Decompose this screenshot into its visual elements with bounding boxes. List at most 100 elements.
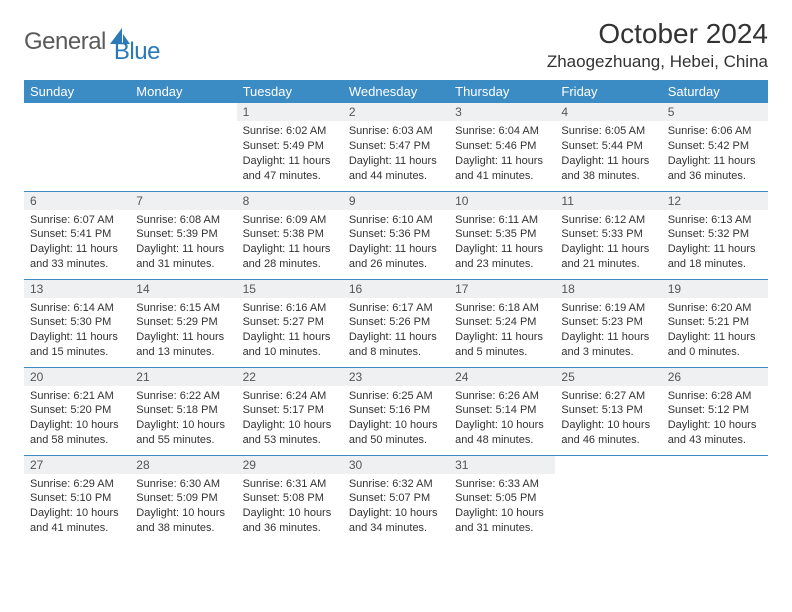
day-number: 23: [343, 368, 449, 386]
weekday-header: Wednesday: [343, 80, 449, 103]
day-content: Sunrise: 6:31 AMSunset: 5:08 PMDaylight:…: [237, 474, 343, 542]
day-number: 16: [343, 280, 449, 298]
day-cell: 8Sunrise: 6:09 AMSunset: 5:38 PMDaylight…: [237, 191, 343, 279]
day-cell: 21Sunrise: 6:22 AMSunset: 5:18 PMDayligh…: [130, 367, 236, 455]
day-content: Sunrise: 6:21 AMSunset: 5:20 PMDaylight:…: [24, 386, 130, 454]
day-number: 17: [449, 280, 555, 298]
day-content: Sunrise: 6:18 AMSunset: 5:24 PMDaylight:…: [449, 298, 555, 366]
day-cell: 7Sunrise: 6:08 AMSunset: 5:39 PMDaylight…: [130, 191, 236, 279]
day-number: 19: [662, 280, 768, 298]
header: General Blue October 2024 Zhaogezhuang, …: [24, 18, 768, 72]
day-content: Sunrise: 6:24 AMSunset: 5:17 PMDaylight:…: [237, 386, 343, 454]
calendar-body: 1Sunrise: 6:02 AMSunset: 5:49 PMDaylight…: [24, 103, 768, 543]
day-number: 12: [662, 192, 768, 210]
day-cell: 6Sunrise: 6:07 AMSunset: 5:41 PMDaylight…: [24, 191, 130, 279]
day-content: Sunrise: 6:15 AMSunset: 5:29 PMDaylight:…: [130, 298, 236, 366]
day-content: Sunrise: 6:20 AMSunset: 5:21 PMDaylight:…: [662, 298, 768, 366]
day-number: 22: [237, 368, 343, 386]
day-content: Sunrise: 6:27 AMSunset: 5:13 PMDaylight:…: [555, 386, 661, 454]
day-number: 9: [343, 192, 449, 210]
day-cell: 11Sunrise: 6:12 AMSunset: 5:33 PMDayligh…: [555, 191, 661, 279]
day-number: 4: [555, 103, 661, 121]
day-content: Sunrise: 6:33 AMSunset: 5:05 PMDaylight:…: [449, 474, 555, 542]
day-content: Sunrise: 6:22 AMSunset: 5:18 PMDaylight:…: [130, 386, 236, 454]
day-cell: 23Sunrise: 6:25 AMSunset: 5:16 PMDayligh…: [343, 367, 449, 455]
day-content: Sunrise: 6:16 AMSunset: 5:27 PMDaylight:…: [237, 298, 343, 366]
day-cell-empty: [662, 455, 768, 543]
day-content: Sunrise: 6:03 AMSunset: 5:47 PMDaylight:…: [343, 121, 449, 189]
day-number: 5: [662, 103, 768, 121]
day-cell: 28Sunrise: 6:30 AMSunset: 5:09 PMDayligh…: [130, 455, 236, 543]
day-number: 3: [449, 103, 555, 121]
logo-text-general: General: [24, 28, 106, 56]
day-content: Sunrise: 6:12 AMSunset: 5:33 PMDaylight:…: [555, 210, 661, 278]
day-number: 27: [24, 456, 130, 474]
day-number: 24: [449, 368, 555, 386]
day-content: Sunrise: 6:04 AMSunset: 5:46 PMDaylight:…: [449, 121, 555, 189]
day-number: 8: [237, 192, 343, 210]
day-content: Sunrise: 6:29 AMSunset: 5:10 PMDaylight:…: [24, 474, 130, 542]
day-number: 6: [24, 192, 130, 210]
day-cell: 30Sunrise: 6:32 AMSunset: 5:07 PMDayligh…: [343, 455, 449, 543]
day-number: 10: [449, 192, 555, 210]
weekday-header: Tuesday: [237, 80, 343, 103]
day-number: 31: [449, 456, 555, 474]
weekday-header: Thursday: [449, 80, 555, 103]
weekday-header: Sunday: [24, 80, 130, 103]
week-row: 13Sunrise: 6:14 AMSunset: 5:30 PMDayligh…: [24, 279, 768, 367]
day-number: 28: [130, 456, 236, 474]
day-cell: 2Sunrise: 6:03 AMSunset: 5:47 PMDaylight…: [343, 103, 449, 191]
location: Zhaogezhuang, Hebei, China: [547, 52, 768, 72]
week-row: 27Sunrise: 6:29 AMSunset: 5:10 PMDayligh…: [24, 455, 768, 543]
day-content: Sunrise: 6:28 AMSunset: 5:12 PMDaylight:…: [662, 386, 768, 454]
day-content: Sunrise: 6:09 AMSunset: 5:38 PMDaylight:…: [237, 210, 343, 278]
day-content: Sunrise: 6:30 AMSunset: 5:09 PMDaylight:…: [130, 474, 236, 542]
weekday-header: Saturday: [662, 80, 768, 103]
logo-text-blue: Blue: [114, 38, 160, 66]
day-cell: 5Sunrise: 6:06 AMSunset: 5:42 PMDaylight…: [662, 103, 768, 191]
day-cell: 19Sunrise: 6:20 AMSunset: 5:21 PMDayligh…: [662, 279, 768, 367]
calendar-table: SundayMondayTuesdayWednesdayThursdayFrid…: [24, 80, 768, 543]
day-number: 2: [343, 103, 449, 121]
day-number: 1: [237, 103, 343, 121]
day-cell: 26Sunrise: 6:28 AMSunset: 5:12 PMDayligh…: [662, 367, 768, 455]
week-row: 20Sunrise: 6:21 AMSunset: 5:20 PMDayligh…: [24, 367, 768, 455]
week-row: 6Sunrise: 6:07 AMSunset: 5:41 PMDaylight…: [24, 191, 768, 279]
day-cell: 18Sunrise: 6:19 AMSunset: 5:23 PMDayligh…: [555, 279, 661, 367]
day-cell: 13Sunrise: 6:14 AMSunset: 5:30 PMDayligh…: [24, 279, 130, 367]
day-number: 18: [555, 280, 661, 298]
day-number: 7: [130, 192, 236, 210]
day-number: 20: [24, 368, 130, 386]
day-content: Sunrise: 6:19 AMSunset: 5:23 PMDaylight:…: [555, 298, 661, 366]
day-content: Sunrise: 6:25 AMSunset: 5:16 PMDaylight:…: [343, 386, 449, 454]
day-cell: 22Sunrise: 6:24 AMSunset: 5:17 PMDayligh…: [237, 367, 343, 455]
day-cell: 17Sunrise: 6:18 AMSunset: 5:24 PMDayligh…: [449, 279, 555, 367]
day-number: 26: [662, 368, 768, 386]
day-cell: 24Sunrise: 6:26 AMSunset: 5:14 PMDayligh…: [449, 367, 555, 455]
day-content: Sunrise: 6:17 AMSunset: 5:26 PMDaylight:…: [343, 298, 449, 366]
logo: General Blue: [24, 18, 160, 66]
day-number: 14: [130, 280, 236, 298]
day-cell: 15Sunrise: 6:16 AMSunset: 5:27 PMDayligh…: [237, 279, 343, 367]
day-number: 15: [237, 280, 343, 298]
day-cell-empty: [555, 455, 661, 543]
day-cell-empty: [130, 103, 236, 191]
day-cell: 16Sunrise: 6:17 AMSunset: 5:26 PMDayligh…: [343, 279, 449, 367]
day-content: Sunrise: 6:10 AMSunset: 5:36 PMDaylight:…: [343, 210, 449, 278]
week-row: 1Sunrise: 6:02 AMSunset: 5:49 PMDaylight…: [24, 103, 768, 191]
day-content: Sunrise: 6:08 AMSunset: 5:39 PMDaylight:…: [130, 210, 236, 278]
day-cell: 9Sunrise: 6:10 AMSunset: 5:36 PMDaylight…: [343, 191, 449, 279]
day-content: Sunrise: 6:07 AMSunset: 5:41 PMDaylight:…: [24, 210, 130, 278]
month-title: October 2024: [547, 18, 768, 50]
day-content: Sunrise: 6:05 AMSunset: 5:44 PMDaylight:…: [555, 121, 661, 189]
day-number: 13: [24, 280, 130, 298]
day-number: 29: [237, 456, 343, 474]
day-content: Sunrise: 6:02 AMSunset: 5:49 PMDaylight:…: [237, 121, 343, 189]
day-number: 30: [343, 456, 449, 474]
day-cell: 25Sunrise: 6:27 AMSunset: 5:13 PMDayligh…: [555, 367, 661, 455]
day-cell-empty: [24, 103, 130, 191]
day-cell: 10Sunrise: 6:11 AMSunset: 5:35 PMDayligh…: [449, 191, 555, 279]
weekday-header: Monday: [130, 80, 236, 103]
day-content: Sunrise: 6:14 AMSunset: 5:30 PMDaylight:…: [24, 298, 130, 366]
day-content: Sunrise: 6:26 AMSunset: 5:14 PMDaylight:…: [449, 386, 555, 454]
